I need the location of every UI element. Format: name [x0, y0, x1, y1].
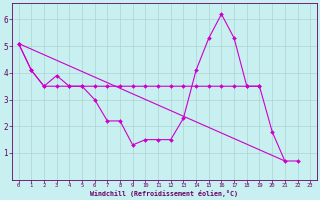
X-axis label: Windchill (Refroidissement éolien,°C): Windchill (Refroidissement éolien,°C) — [90, 190, 238, 197]
